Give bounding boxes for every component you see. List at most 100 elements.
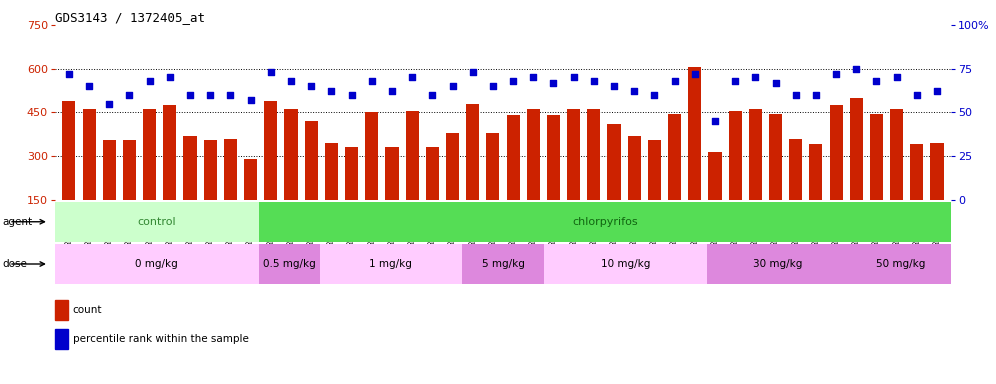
Point [404,74,420,81]
Point [444,83,460,89]
Point [384,88,400,94]
Bar [527,109,540,243]
Bar [63,101,76,243]
Bar [544,244,707,284]
Point [909,92,925,98]
Point [102,101,118,107]
Point [61,71,77,77]
Bar [647,140,661,243]
Text: 0.5 mg/kg: 0.5 mg/kg [263,259,316,269]
Point [505,78,521,84]
Bar [507,115,520,243]
Point [122,92,137,98]
Point [888,74,904,81]
Bar [890,109,903,243]
Point [626,88,642,94]
Bar [789,139,803,243]
Point [808,92,824,98]
Bar [707,244,850,284]
Bar [183,136,196,243]
Bar [627,136,640,243]
Text: GDS3143 / 1372405_at: GDS3143 / 1372405_at [55,12,205,25]
Point [768,79,784,86]
Point [546,79,562,86]
Bar [163,105,176,243]
Point [788,92,804,98]
Point [81,83,97,89]
Text: 50 mg/kg: 50 mg/kg [875,259,925,269]
Point [424,92,440,98]
Point [202,92,218,98]
Point [303,83,319,89]
Bar [325,143,338,243]
Bar [203,140,217,243]
Text: count: count [73,305,103,315]
Point [222,92,238,98]
Bar [830,105,843,243]
Text: agent: agent [2,217,32,227]
Bar [486,133,499,243]
Bar [305,121,318,243]
Point [344,92,360,98]
Bar [259,244,320,284]
Point [324,88,340,94]
Bar [55,300,68,320]
Bar [405,111,418,243]
Point [747,74,763,81]
Bar [870,114,883,243]
Bar [850,98,863,243]
Bar [446,133,459,243]
Bar [366,112,378,243]
Point [707,118,723,124]
Point [364,78,379,84]
Point [727,78,743,84]
Bar [55,202,259,242]
Bar [729,111,742,243]
Bar [608,124,621,243]
Point [828,71,844,77]
Text: 5 mg/kg: 5 mg/kg [481,259,525,269]
Bar [259,202,951,242]
Bar [930,143,943,243]
Point [929,88,945,94]
Bar [320,244,462,284]
Point [162,74,178,81]
Bar [910,144,923,243]
Bar [285,109,298,243]
Point [263,69,279,75]
Point [849,66,865,72]
Point [465,69,481,75]
Point [283,78,299,84]
Bar [244,159,257,243]
Bar [769,114,782,243]
Text: control: control [137,217,176,227]
Bar [345,147,359,243]
Point [586,78,602,84]
Bar [55,329,68,349]
Bar [466,104,479,243]
Point [869,78,884,84]
Bar [123,140,136,243]
Bar [810,144,823,243]
Bar [103,140,116,243]
Bar [567,109,581,243]
Text: 1 mg/kg: 1 mg/kg [370,259,412,269]
Bar [462,244,544,284]
Point [566,74,582,81]
Bar [547,115,560,243]
Bar [850,244,951,284]
Point [485,83,501,89]
Text: dose: dose [2,259,27,269]
Bar [385,147,398,243]
Text: 0 mg/kg: 0 mg/kg [135,259,178,269]
Point [141,78,157,84]
Bar [688,67,701,243]
Text: chlorpyrifos: chlorpyrifos [572,217,637,227]
Point [646,92,662,98]
Bar [143,109,156,243]
Point [182,92,198,98]
Bar [708,152,721,243]
Bar [749,109,762,243]
Point [666,78,682,84]
Point [606,83,622,89]
